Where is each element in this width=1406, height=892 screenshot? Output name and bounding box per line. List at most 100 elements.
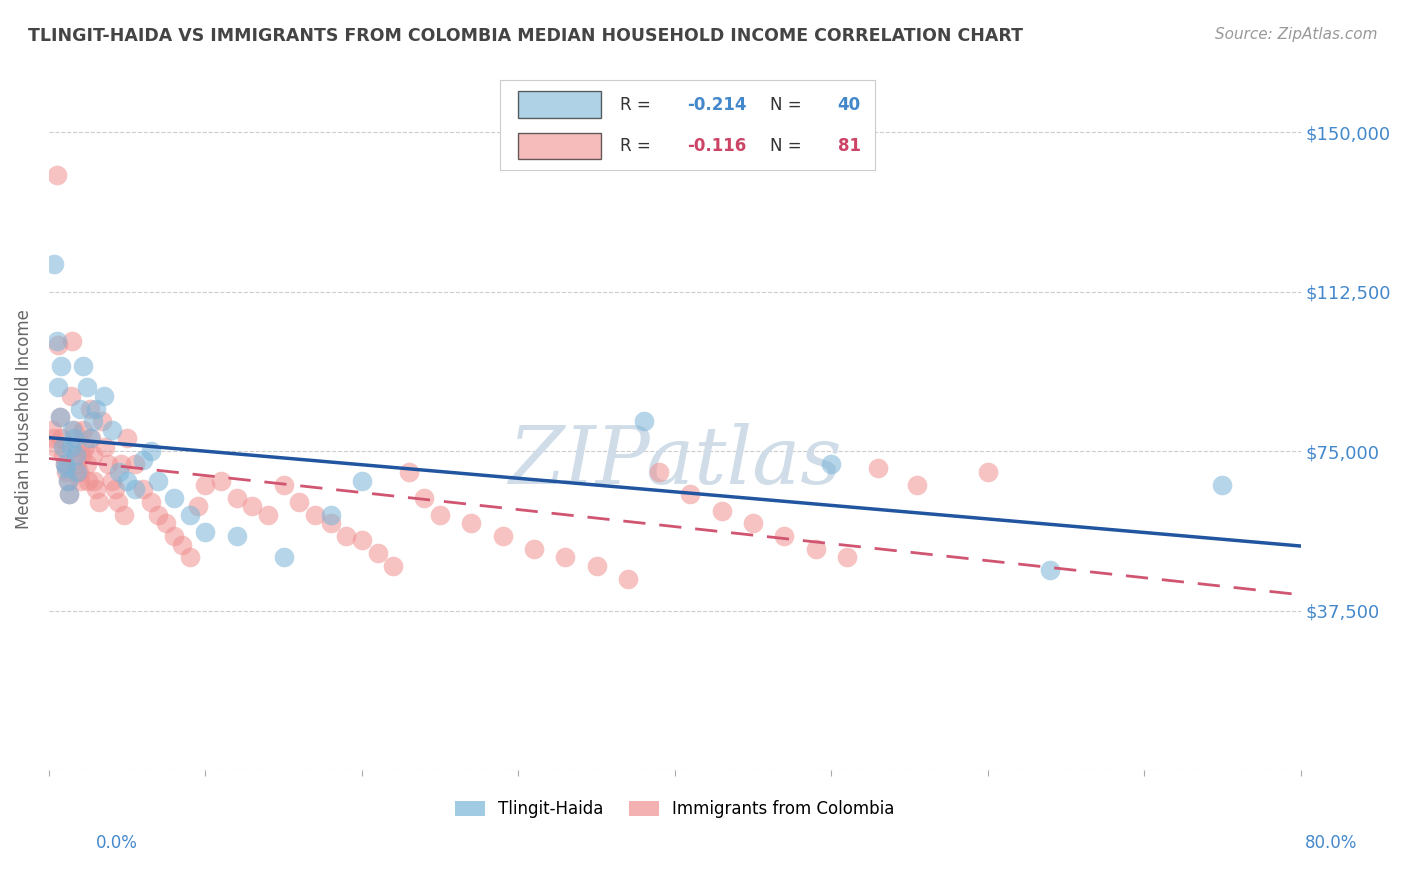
Point bbox=[97, 457, 120, 471]
Point bbox=[69, 401, 91, 416]
Point bbox=[554, 550, 576, 565]
Point bbox=[115, 431, 138, 445]
Point bbox=[84, 401, 107, 416]
Point bbox=[710, 503, 733, 517]
Point bbox=[49, 410, 72, 425]
Point bbox=[45, 334, 67, 348]
Point bbox=[62, 423, 84, 437]
Point bbox=[55, 461, 77, 475]
Point bbox=[73, 440, 96, 454]
Text: ZIPatlas: ZIPatlas bbox=[508, 423, 842, 500]
Point bbox=[288, 495, 311, 509]
Point bbox=[91, 414, 114, 428]
Point bbox=[273, 478, 295, 492]
Point bbox=[905, 478, 928, 492]
Point bbox=[124, 483, 146, 497]
Point bbox=[110, 457, 132, 471]
Point bbox=[115, 474, 138, 488]
Point bbox=[93, 389, 115, 403]
Point bbox=[53, 457, 76, 471]
Point bbox=[83, 474, 105, 488]
Point bbox=[257, 508, 280, 522]
Point bbox=[108, 466, 131, 480]
Point bbox=[163, 529, 186, 543]
Point bbox=[163, 491, 186, 505]
Point bbox=[617, 572, 640, 586]
Point bbox=[132, 452, 155, 467]
Point bbox=[100, 474, 122, 488]
Point bbox=[139, 444, 162, 458]
Point bbox=[51, 359, 73, 373]
Point bbox=[868, 461, 890, 475]
Point bbox=[335, 529, 357, 543]
Point bbox=[1039, 563, 1062, 577]
Point bbox=[273, 550, 295, 565]
Point bbox=[460, 516, 482, 531]
Point bbox=[56, 474, 79, 488]
Point bbox=[304, 508, 326, 522]
Text: 80.0%: 80.0% bbox=[1305, 834, 1357, 852]
Point bbox=[225, 491, 247, 505]
Point bbox=[76, 380, 98, 394]
Point bbox=[820, 457, 842, 471]
Point bbox=[49, 410, 72, 425]
Text: Source: ZipAtlas.com: Source: ZipAtlas.com bbox=[1215, 27, 1378, 42]
Point bbox=[104, 483, 127, 497]
Point bbox=[58, 486, 80, 500]
Point bbox=[56, 474, 79, 488]
Point bbox=[77, 474, 100, 488]
Point bbox=[413, 491, 436, 505]
Point bbox=[44, 440, 66, 454]
Point bbox=[82, 449, 104, 463]
Point bbox=[139, 495, 162, 509]
Point bbox=[65, 449, 87, 463]
Point bbox=[66, 457, 89, 471]
Point bbox=[633, 414, 655, 428]
Point bbox=[319, 516, 342, 531]
Point bbox=[72, 423, 94, 437]
Point bbox=[194, 478, 217, 492]
Point bbox=[79, 431, 101, 445]
Point bbox=[55, 466, 77, 480]
Point bbox=[94, 440, 117, 454]
Point bbox=[773, 529, 796, 543]
Point bbox=[70, 449, 93, 463]
Point bbox=[492, 529, 515, 543]
Point bbox=[107, 495, 129, 509]
Point bbox=[179, 550, 201, 565]
Point bbox=[66, 466, 89, 480]
Point bbox=[350, 474, 373, 488]
Point bbox=[65, 440, 87, 454]
Point bbox=[209, 474, 232, 488]
Point bbox=[124, 457, 146, 471]
Point bbox=[67, 466, 90, 480]
Point bbox=[59, 440, 82, 454]
Point bbox=[148, 508, 170, 522]
Point bbox=[52, 440, 75, 454]
Point bbox=[62, 334, 84, 348]
Point bbox=[429, 508, 451, 522]
Legend: Tlingit-Haida, Immigrants from Colombia: Tlingit-Haida, Immigrants from Colombia bbox=[449, 794, 901, 825]
Point bbox=[41, 423, 63, 437]
Point bbox=[155, 516, 177, 531]
Point bbox=[132, 483, 155, 497]
Point bbox=[82, 414, 104, 428]
Point bbox=[79, 401, 101, 416]
Point bbox=[112, 508, 135, 522]
Point bbox=[179, 508, 201, 522]
Point bbox=[76, 457, 98, 471]
Point bbox=[648, 466, 671, 480]
Point bbox=[398, 466, 420, 480]
Point bbox=[48, 380, 70, 394]
Point bbox=[350, 533, 373, 548]
Point bbox=[42, 431, 65, 445]
Point bbox=[742, 516, 765, 531]
Point bbox=[87, 495, 110, 509]
Point bbox=[367, 546, 389, 560]
Point bbox=[42, 257, 65, 271]
Point bbox=[51, 431, 73, 445]
Point bbox=[80, 431, 103, 445]
Y-axis label: Median Household Income: Median Household Income bbox=[15, 310, 32, 529]
Point bbox=[63, 431, 86, 445]
Point bbox=[319, 508, 342, 522]
